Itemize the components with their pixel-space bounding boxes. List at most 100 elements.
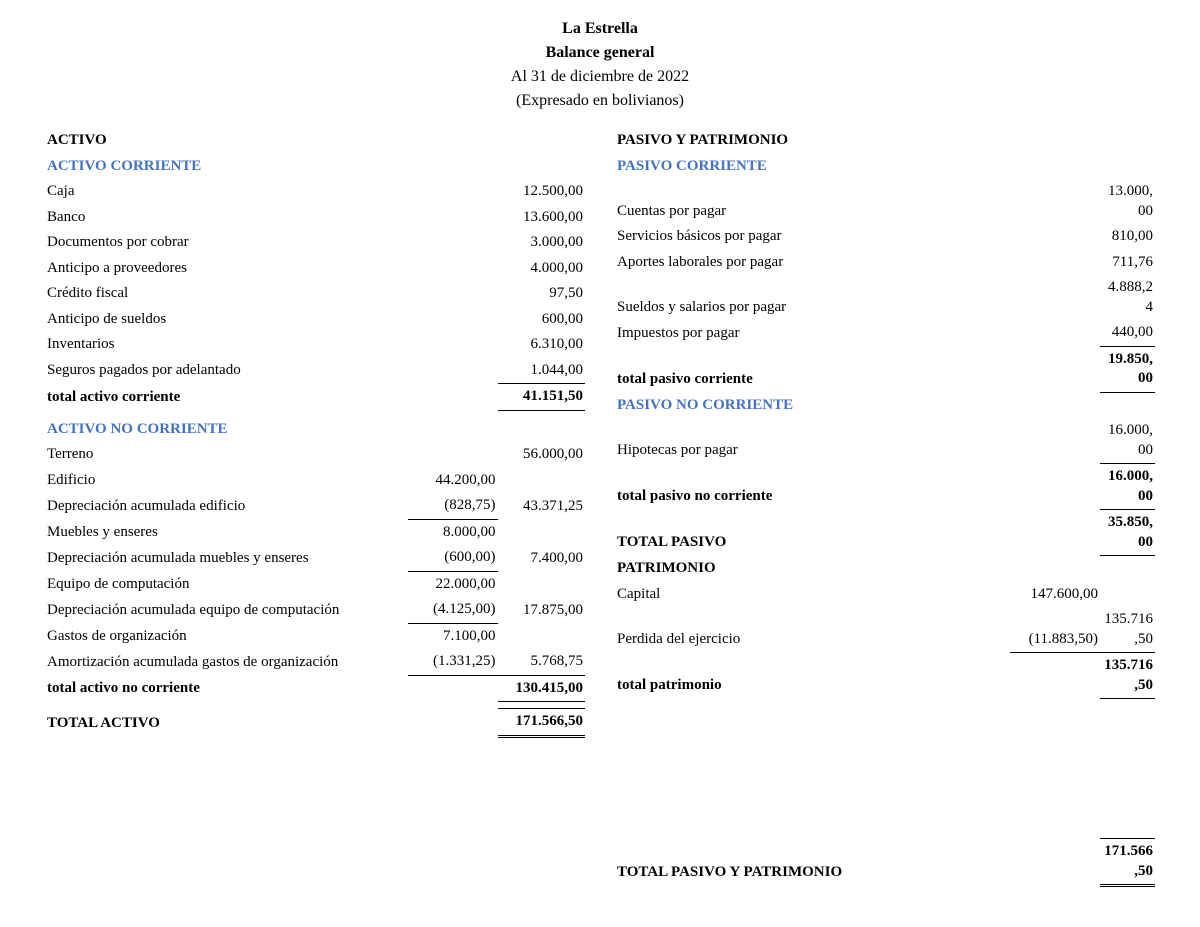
table-row: Documentos por cobrar 3.000,00 (45, 230, 585, 256)
row-subvalue: (11.883,50) (1010, 607, 1100, 653)
table-row: Depreciación acumulada edificio (828,75)… (45, 493, 585, 519)
table-row: Terreno 56.000,00 (45, 442, 585, 468)
row-value: 13.600,00 (498, 205, 585, 231)
activo-no-corriente-heading: ACTIVO NO CORRIENTE (45, 417, 585, 443)
table-row: Depreciación acumulada equipo de computa… (45, 597, 585, 623)
row-label: Cuentas por pagar (615, 179, 1010, 224)
table-row: Cuentas por pagar 13.000,00 (615, 179, 1155, 224)
row-label: total patrimonio (615, 653, 1010, 699)
row-label: Aportes laborales por pagar (615, 250, 1010, 276)
table-row: Seguros pagados por adelantado 1.044,00 (45, 358, 585, 384)
table-row: Servicios básicos por pagar 810,00 (615, 224, 1155, 250)
row-value: 4.000,00 (498, 256, 585, 282)
row-label: Crédito fiscal (45, 281, 408, 307)
table-row: Hipotecas por pagar 16.000,00 (615, 418, 1155, 464)
row-label: Servicios básicos por pagar (615, 224, 1010, 250)
row-subvalue: 147.600,00 (1010, 582, 1100, 608)
row-label: total activo no corriente (45, 675, 408, 702)
row-subvalue: (828,75) (408, 493, 498, 519)
row-value: 711,76 (1100, 250, 1155, 276)
row-label: Banco (45, 205, 408, 231)
table-row: Sueldos y salarios por pagar 4.888,24 (615, 275, 1155, 320)
row-value: 56.000,00 (498, 442, 585, 468)
row-label: Depreciación acumulada muebles y enseres (45, 545, 408, 571)
pasivo-table: PASIVO Y PATRIMONIO PASIVO CORRIENTE Cue… (615, 128, 1155, 887)
activo-column: ACTIVO ACTIVO CORRIENTE Caja 12.500,00 B… (45, 128, 585, 887)
row-label: Seguros pagados por adelantado (45, 358, 408, 384)
table-row: Depreciación acumulada muebles y enseres… (45, 545, 585, 571)
document-title: Balance general (45, 44, 1155, 62)
row-value: 17.875,00 (498, 597, 585, 623)
row-subvalue: 7.100,00 (408, 623, 498, 649)
total-activo-value: 171.566,50 (498, 709, 585, 737)
row-label: Anticipo a proveedores (45, 256, 408, 282)
total-pasivo-value: 35.850,00 (1100, 510, 1155, 556)
table-row: Anticipo a proveedores 4.000,00 (45, 256, 585, 282)
row-value: 41.151,50 (498, 384, 585, 411)
table-row: TOTAL ACTIVO 171.566,50 (45, 709, 585, 737)
row-value: 130.415,00 (498, 675, 585, 702)
row-subvalue: 8.000,00 (408, 519, 498, 545)
row-label: Equipo de computación (45, 571, 408, 597)
row-label: Muebles y enseres (45, 519, 408, 545)
pasivo-corriente-heading: PASIVO CORRIENTE (615, 154, 1155, 180)
pasivo-no-corriente-heading: PASIVO NO CORRIENTE (615, 392, 1155, 418)
table-row: Impuestos por pagar 440,00 (615, 320, 1155, 346)
row-subvalue: (4.125,00) (408, 597, 498, 623)
row-label: Perdida del ejercicio (615, 607, 1010, 653)
table-row: Equipo de computación 22.000,00 (45, 571, 585, 597)
document-date: Al 31 de diciembre de 2022 (45, 68, 1155, 86)
row-value: 4.888,24 (1100, 275, 1155, 320)
patrimonio-heading: PATRIMONIO (615, 556, 1155, 582)
row-value: 5.768,75 (498, 649, 585, 675)
total-pasivo-patrimonio-value: 171.566,50 (1100, 839, 1155, 886)
table-row: Inventarios 6.310,00 (45, 332, 585, 358)
table-row: Muebles y enseres 8.000,00 (45, 519, 585, 545)
row-value: 135.716,50 (1100, 607, 1155, 653)
pasivo-column: PASIVO Y PATRIMONIO PASIVO CORRIENTE Cue… (615, 128, 1155, 887)
row-value: 97,50 (498, 281, 585, 307)
table-row: Amortización acumulada gastos de organiz… (45, 649, 585, 675)
row-label: total activo corriente (45, 384, 408, 411)
table-row: Banco 13.600,00 (45, 205, 585, 231)
row-value: 1.044,00 (498, 358, 585, 384)
row-value: 7.400,00 (498, 545, 585, 571)
row-value: 16.000,00 (1100, 464, 1155, 510)
row-value: 12.500,00 (498, 179, 585, 205)
row-label: Depreciación acumulada equipo de computa… (45, 597, 408, 623)
row-subvalue: 22.000,00 (408, 571, 498, 597)
table-row: Caja 12.500,00 (45, 179, 585, 205)
table-row: total pasivo no corriente 16.000,00 (615, 464, 1155, 510)
row-label: Hipotecas por pagar (615, 418, 1010, 464)
activo-corriente-heading: ACTIVO CORRIENTE (45, 154, 585, 180)
row-label: Amortización acumulada gastos de organiz… (45, 649, 408, 675)
row-label: Terreno (45, 442, 408, 468)
activo-heading: ACTIVO (45, 128, 585, 154)
total-pasivo-patrimonio-label: TOTAL PASIVO Y PATRIMONIO (615, 839, 1010, 886)
row-label: Documentos por cobrar (45, 230, 408, 256)
row-label: Edificio (45, 468, 408, 494)
table-row: total activo no corriente 130.415,00 (45, 675, 585, 702)
balance-columns: ACTIVO ACTIVO CORRIENTE Caja 12.500,00 B… (45, 128, 1155, 887)
table-row: Capital 147.600,00 (615, 582, 1155, 608)
table-row: Gastos de organización 7.100,00 (45, 623, 585, 649)
activo-table: ACTIVO ACTIVO CORRIENTE Caja 12.500,00 B… (45, 128, 585, 738)
table-row: total patrimonio 135.716,50 (615, 653, 1155, 699)
row-subvalue: (600,00) (408, 545, 498, 571)
table-row: TOTAL PASIVO 35.850,00 (615, 510, 1155, 556)
total-pasivo-label: TOTAL PASIVO (615, 510, 1010, 556)
row-value: 19.850,00 (1100, 346, 1155, 392)
row-value: 3.000,00 (498, 230, 585, 256)
row-subvalue: (1.331,25) (408, 649, 498, 675)
row-label: total pasivo corriente (615, 346, 1010, 392)
row-value: 135.716,50 (1100, 653, 1155, 699)
table-row: Anticipo de sueldos 600,00 (45, 307, 585, 333)
table-row: Perdida del ejercicio (11.883,50) 135.71… (615, 607, 1155, 653)
row-label: Impuestos por pagar (615, 320, 1010, 346)
table-row: Edificio 44.200,00 (45, 468, 585, 494)
total-activo-label: TOTAL ACTIVO (45, 709, 408, 737)
row-value: 440,00 (1100, 320, 1155, 346)
row-subvalue: 44.200,00 (408, 468, 498, 494)
table-row: total pasivo corriente 19.850,00 (615, 346, 1155, 392)
table-row: total activo corriente 41.151,50 (45, 384, 585, 411)
